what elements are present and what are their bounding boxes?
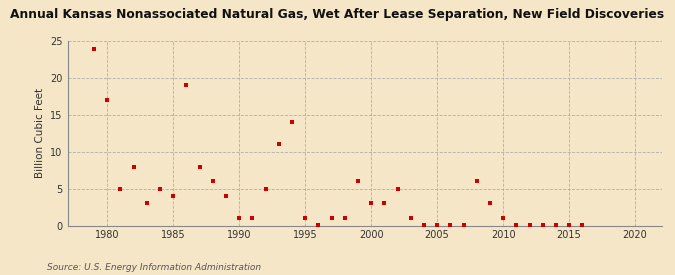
Point [392, 186, 403, 191]
Point [141, 201, 152, 206]
Point [405, 216, 416, 220]
Text: Source: U.S. Energy Information Administration: Source: U.S. Energy Information Administ… [47, 263, 261, 272]
Point [577, 222, 588, 227]
Point [340, 216, 350, 220]
Point [260, 186, 271, 191]
Y-axis label: Billion Cubic Feet: Billion Cubic Feet [34, 88, 45, 178]
Point [537, 222, 548, 227]
Point [511, 222, 522, 227]
Point [128, 164, 139, 169]
Point [471, 179, 482, 183]
Point [194, 164, 205, 169]
Point [432, 222, 443, 227]
Point [485, 201, 495, 206]
Point [234, 216, 244, 220]
Point [326, 216, 337, 220]
Point [564, 222, 574, 227]
Point [458, 222, 469, 227]
Point [155, 186, 165, 191]
Point [102, 98, 113, 102]
Point [273, 142, 284, 147]
Point [551, 222, 562, 227]
Point [181, 83, 192, 88]
Point [352, 179, 363, 183]
Point [524, 222, 535, 227]
Point [88, 46, 99, 51]
Point [115, 186, 126, 191]
Point [300, 216, 310, 220]
Point [221, 194, 232, 198]
Point [286, 120, 297, 125]
Point [366, 201, 377, 206]
Point [379, 201, 389, 206]
Point [207, 179, 218, 183]
Point [418, 222, 429, 227]
Point [313, 222, 324, 227]
Point [167, 194, 178, 198]
Point [445, 222, 456, 227]
Point [497, 216, 508, 220]
Text: Annual Kansas Nonassociated Natural Gas, Wet After Lease Separation, New Field D: Annual Kansas Nonassociated Natural Gas,… [10, 8, 665, 21]
Point [247, 216, 258, 220]
